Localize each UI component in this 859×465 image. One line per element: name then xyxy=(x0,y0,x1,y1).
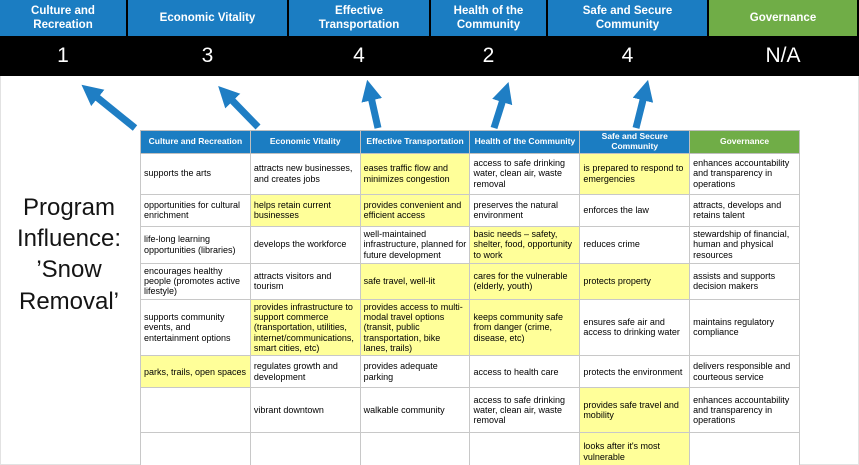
matrix-cell: regulates growth and development xyxy=(249,355,361,389)
matrix-cell: provides safe travel and mobility xyxy=(579,387,691,434)
matrix-cell: protects the environment xyxy=(579,355,691,389)
matrix-cell: delivers responsible and courteous servi… xyxy=(689,355,800,389)
matrix-cell: well-maintained infrastructure, planned … xyxy=(359,225,471,264)
scoreboard-header-health: Health of the Community xyxy=(431,0,546,36)
matrix-cell: access to safe drinking water, clean air… xyxy=(469,387,581,434)
matrix-cell xyxy=(359,432,471,465)
matrix-cell xyxy=(249,432,361,465)
matrix-cell: preserves the natural environment xyxy=(469,193,581,227)
scoreboard-header-label: Health of the Community xyxy=(453,4,524,31)
matrix-cell xyxy=(140,387,251,434)
scoreboard-header-safe: Safe and Secure Community xyxy=(548,0,707,36)
score-safe: 4 xyxy=(621,44,634,67)
scoreboard-header-governance: Governance xyxy=(709,0,857,36)
matrix-cell: vibrant downtown xyxy=(249,387,361,434)
matrix-cell: stewardship of financial, human and phys… xyxy=(689,225,800,264)
scoreboard: Culture and Recreation 1 Economic Vitali… xyxy=(0,0,859,76)
matrix-cell: looks after it's most vulnerable xyxy=(579,432,691,465)
matrix-cell: enhances accountability and transparency… xyxy=(689,152,800,195)
scoreboard-column-economic: Economic Vitality 3 xyxy=(128,0,287,76)
scoreboard-header-economic: Economic Vitality xyxy=(128,0,287,36)
matrix-cell: provides convenient and efficient access xyxy=(359,193,471,227)
score-transportation: 4 xyxy=(353,44,365,67)
matrix-cell: is prepared to respond to emergencies xyxy=(579,152,691,195)
matrix-cell: life-long learning opportunities (librar… xyxy=(140,225,251,264)
scoreboard-header-label: Economic Vitality xyxy=(159,11,256,24)
table-row: supports community events, and entertain… xyxy=(140,298,800,357)
matrix-header-row: Culture and Recreation Economic Vitality… xyxy=(140,130,800,154)
matrix-cell: develops the workforce xyxy=(249,225,361,264)
matrix-cell: maintains regulatory compliance xyxy=(689,298,800,357)
scoreboard-column-governance: Governance N/A xyxy=(709,0,857,76)
scoreboard-header-label: Governance xyxy=(749,11,817,24)
score-culture: 1 xyxy=(57,44,69,67)
scoreboard-column-transportation: Effective Transportation 4 xyxy=(289,0,429,76)
matrix-cell: walkable community xyxy=(359,387,471,434)
up-arrows-icon xyxy=(81,79,654,131)
matrix-header-culture: Culture and Recreation xyxy=(140,130,251,154)
matrix-cell: assists and supports decision makers xyxy=(689,262,800,300)
table-row: looks after it's most vulnerable xyxy=(140,432,800,465)
matrix-body: supports the arts attracts new businesses… xyxy=(140,152,800,465)
matrix-cell xyxy=(469,432,581,465)
matrix-cell: supports community events, and entertain… xyxy=(140,298,251,357)
score-economic: 3 xyxy=(201,44,214,67)
table-row: opportunities for cultural enrichment hel… xyxy=(140,193,800,227)
matrix-cell: helps retain current businesses xyxy=(249,193,361,227)
matrix-header-economic: Economic Vitality xyxy=(249,130,361,154)
matrix-cell: safe travel, well-lit xyxy=(359,262,471,300)
matrix-header-transportation: Effective Transportation xyxy=(359,130,471,154)
table-row: supports the arts attracts new businesses… xyxy=(140,152,800,195)
matrix-cell: attracts visitors and tourism xyxy=(249,262,361,300)
matrix-cell: enhances accountability and transparency… xyxy=(689,387,800,434)
matrix-cell xyxy=(689,432,800,465)
matrix-cell: access to health care xyxy=(469,355,581,389)
matrix-head: Culture and Recreation Economic Vitality… xyxy=(140,130,800,154)
matrix-cell: ensures safe air and access to drinking … xyxy=(579,298,691,357)
matrix-cell: provides infrastructure to support comme… xyxy=(249,298,361,357)
matrix-cell: eases traffic flow and minimizes congest… xyxy=(359,152,471,195)
table-row: encourages healthy people (promotes acti… xyxy=(140,262,800,300)
matrix-header-governance: Governance xyxy=(689,130,800,154)
matrix-cell: basic needs – safety, shelter, food, opp… xyxy=(469,225,581,264)
matrix-header-health: Health of the Community xyxy=(469,130,581,154)
scoreboard-column-health: Health of the Community 2 xyxy=(431,0,546,76)
matrix-cell xyxy=(140,432,251,465)
score-health: 2 xyxy=(482,44,495,67)
scoreboard-header-culture: Culture and Recreation xyxy=(0,0,126,36)
scoreboard-header-label: Culture and Recreation xyxy=(31,4,95,31)
table-row: life-long learning opportunities (librar… xyxy=(140,225,800,264)
matrix-header-safe: Safe and Secure Community xyxy=(579,130,691,154)
table-row: parks, trails, open spaces regulates grow… xyxy=(140,355,800,389)
matrix-cell: attracts new businesses, and creates job… xyxy=(249,152,361,195)
matrix-cell: keeps community safe from danger (crime,… xyxy=(469,298,581,357)
matrix-cell: supports the arts xyxy=(140,152,251,195)
table-row: vibrant downtown walkable community access… xyxy=(140,387,800,434)
matrix-cell: provides adequate parking xyxy=(359,355,471,389)
scoreboard-column-culture: Culture and Recreation 1 xyxy=(0,0,126,76)
matrix-cell: encourages healthy people (promotes acti… xyxy=(140,262,251,300)
matrix-cell: enforces the law xyxy=(579,193,691,227)
program-title: Program Influence: ’Snow Removal’ xyxy=(16,194,122,315)
matrix-cell: parks, trails, open spaces xyxy=(140,355,251,389)
matrix-cell: provides access to multi-modal travel op… xyxy=(359,298,471,357)
scoreboard-header-label: Safe and Secure Community xyxy=(582,4,673,31)
matrix-cell: access to safe drinking water, clean air… xyxy=(469,152,581,195)
matrix-cell: protects property xyxy=(579,262,691,300)
influence-matrix: Culture and Recreation Economic Vitality… xyxy=(140,130,800,465)
matrix-cell: attracts, develops and retains talent xyxy=(689,193,800,227)
matrix-cell: reduces crime xyxy=(579,225,691,264)
scoreboard-header-label: Effective Transportation xyxy=(318,4,400,31)
scoreboard-header-transportation: Effective Transportation xyxy=(289,0,429,36)
score-governance: N/A xyxy=(765,44,801,67)
scoreboard-column-safe: Safe and Secure Community 4 xyxy=(548,0,707,76)
matrix-cell: opportunities for cultural enrichment xyxy=(140,193,251,227)
matrix-cell: cares for the vulnerable (elderly, youth… xyxy=(469,262,581,300)
